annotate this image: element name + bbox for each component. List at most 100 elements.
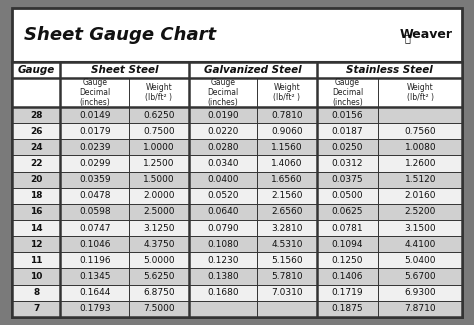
Text: 0.0156: 0.0156	[332, 111, 364, 120]
Text: 1.2500: 1.2500	[143, 159, 174, 168]
Text: Gauge
Decimal
(inches): Gauge Decimal (inches)	[208, 78, 239, 107]
Text: 0.1196: 0.1196	[79, 256, 110, 265]
Text: 2.5200: 2.5200	[405, 207, 436, 216]
Text: 8: 8	[33, 288, 39, 297]
Text: 0.6250: 0.6250	[143, 111, 174, 120]
Text: Gauge
Decimal
(inches): Gauge Decimal (inches)	[332, 78, 363, 107]
Text: 24: 24	[30, 143, 43, 152]
Text: 2.0160: 2.0160	[404, 191, 436, 200]
Text: 12: 12	[30, 240, 42, 249]
Text: 0.9060: 0.9060	[271, 127, 303, 136]
Text: 1.4060: 1.4060	[271, 159, 303, 168]
Text: 0.0781: 0.0781	[332, 224, 364, 233]
Text: 0.7810: 0.7810	[271, 111, 303, 120]
Text: Weaver: Weaver	[400, 29, 453, 41]
Text: 0.1793: 0.1793	[79, 304, 110, 313]
Text: 6.8750: 6.8750	[143, 288, 175, 297]
Text: 3.1500: 3.1500	[404, 224, 436, 233]
Text: 0.1046: 0.1046	[79, 240, 110, 249]
Text: 0.1380: 0.1380	[207, 272, 239, 281]
Text: 0.1719: 0.1719	[332, 288, 364, 297]
Text: Weight
(lb/ft² ): Weight (lb/ft² )	[407, 83, 434, 102]
Bar	[12, 301, 462, 317]
Text: 0.0149: 0.0149	[79, 111, 110, 120]
Text: 1.1560: 1.1560	[271, 143, 303, 152]
Text: 0.0500: 0.0500	[332, 191, 364, 200]
Text: Weight
(lb/ft² ): Weight (lb/ft² )	[146, 83, 173, 102]
Text: 1.5120: 1.5120	[404, 175, 436, 184]
Text: 5.0000: 5.0000	[143, 256, 175, 265]
Bar	[12, 107, 462, 123]
Text: 0.0747: 0.0747	[79, 224, 110, 233]
Text: 0.1230: 0.1230	[207, 256, 239, 265]
Bar	[12, 252, 462, 268]
Text: 🚛: 🚛	[405, 33, 410, 43]
Text: 0.0299: 0.0299	[79, 159, 110, 168]
Bar	[12, 78, 462, 107]
Text: 0.1250: 0.1250	[332, 256, 363, 265]
Bar	[12, 268, 462, 285]
Text: 1.5000: 1.5000	[143, 175, 175, 184]
Text: 5.7810: 5.7810	[271, 272, 303, 281]
Text: 7.8710: 7.8710	[404, 304, 436, 313]
Bar	[12, 155, 462, 172]
Text: 5.0400: 5.0400	[404, 256, 436, 265]
Text: 14: 14	[30, 224, 43, 233]
Text: Stainless Steel: Stainless Steel	[346, 65, 433, 75]
Bar	[12, 236, 462, 252]
Text: 0.0340: 0.0340	[207, 159, 239, 168]
Text: 0.0478: 0.0478	[79, 191, 110, 200]
Text: 2.5000: 2.5000	[143, 207, 174, 216]
Text: 0.0520: 0.0520	[207, 191, 239, 200]
Text: 0.0250: 0.0250	[332, 143, 363, 152]
Text: 3.2810: 3.2810	[271, 224, 303, 233]
Text: 0.1875: 0.1875	[332, 304, 364, 313]
Text: 0.1345: 0.1345	[79, 272, 110, 281]
Text: 28: 28	[30, 111, 42, 120]
Bar	[12, 188, 462, 204]
Text: 4.5310: 4.5310	[271, 240, 303, 249]
Text: 0.0640: 0.0640	[207, 207, 239, 216]
Text: Sheet Gauge Chart: Sheet Gauge Chart	[24, 26, 216, 44]
Text: 0.7500: 0.7500	[143, 127, 175, 136]
Text: 1.0000: 1.0000	[143, 143, 175, 152]
Text: 0.0312: 0.0312	[332, 159, 363, 168]
Bar	[12, 123, 462, 139]
Text: Gauge: Gauge	[18, 65, 55, 75]
Text: 16: 16	[30, 207, 42, 216]
Text: 6.9300: 6.9300	[404, 288, 436, 297]
Text: Weight
(lb/ft² ): Weight (lb/ft² )	[273, 83, 301, 102]
Text: 0.1094: 0.1094	[332, 240, 363, 249]
Text: Sheet Steel: Sheet Steel	[91, 65, 158, 75]
Text: 0.0187: 0.0187	[332, 127, 364, 136]
Text: 1.0080: 1.0080	[404, 143, 436, 152]
Text: 0.0239: 0.0239	[79, 143, 110, 152]
Text: 0.0400: 0.0400	[207, 175, 239, 184]
Text: 5.1560: 5.1560	[271, 256, 303, 265]
Text: 1.2600: 1.2600	[404, 159, 436, 168]
Text: 0.0190: 0.0190	[207, 111, 239, 120]
Text: 22: 22	[30, 159, 42, 168]
Text: 0.1644: 0.1644	[79, 288, 110, 297]
Text: 0.7560: 0.7560	[404, 127, 436, 136]
Text: 18: 18	[30, 191, 42, 200]
Text: 0.0625: 0.0625	[332, 207, 363, 216]
Text: 0.0375: 0.0375	[332, 175, 364, 184]
Text: 2.1560: 2.1560	[271, 191, 303, 200]
Text: 5.6250: 5.6250	[143, 272, 174, 281]
Bar	[12, 220, 462, 236]
Text: 5.6700: 5.6700	[404, 272, 436, 281]
Text: 0.0790: 0.0790	[207, 224, 239, 233]
Text: 0.1680: 0.1680	[207, 288, 239, 297]
Text: Gauge
Decimal
(inches): Gauge Decimal (inches)	[79, 78, 110, 107]
Text: 7: 7	[33, 304, 39, 313]
Bar	[12, 62, 462, 78]
Text: Galvanized Steel: Galvanized Steel	[204, 65, 301, 75]
Text: 2.6560: 2.6560	[271, 207, 303, 216]
Text: 4.3750: 4.3750	[143, 240, 174, 249]
Bar	[12, 139, 462, 155]
Text: 1.6560: 1.6560	[271, 175, 303, 184]
Text: 20: 20	[30, 175, 42, 184]
Text: 0.1406: 0.1406	[332, 272, 363, 281]
Text: 0.0179: 0.0179	[79, 127, 110, 136]
